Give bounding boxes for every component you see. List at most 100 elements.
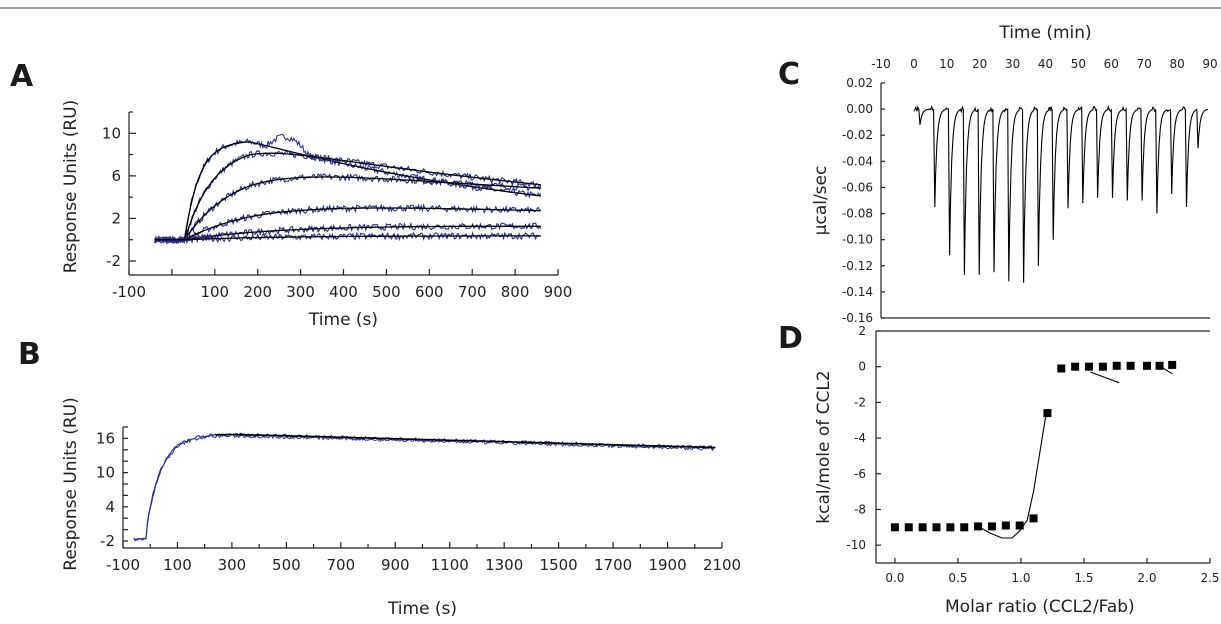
sensorgram-raw-series-2 xyxy=(133,434,716,542)
isotherm-point xyxy=(1029,514,1038,523)
x-tick-label: 1700 xyxy=(594,556,632,574)
sensorgram-fit-series xyxy=(154,225,541,241)
x-tick-label: 1.5 xyxy=(1074,571,1093,585)
y-tick-label: -0.08 xyxy=(842,207,873,221)
x-tick-label: 1100 xyxy=(431,556,469,574)
x-tick-label: 10 xyxy=(939,57,954,71)
x-tick-label: 2.0 xyxy=(1137,571,1156,585)
isotherm-point xyxy=(1126,361,1135,370)
sensorgram-fit-series xyxy=(154,176,541,241)
x-tick-label: 80 xyxy=(1169,57,1184,71)
y-tick-label: 16 xyxy=(96,429,115,447)
sensorgram-fit-series xyxy=(154,235,541,241)
y-axis-title: Response Units (RU) xyxy=(61,397,81,570)
x-tick-label: 700 xyxy=(326,556,355,574)
panel-d: D 0.0 0.5 1.0 1.5 2.0 2.5 2 0 -2 -4 -6 -8 -10 Molar ra… xyxy=(778,321,1220,617)
x-axis-title: Molar ratio (CCL2/Fab) xyxy=(945,597,1135,617)
isotherm-fit-segment xyxy=(1090,371,1120,384)
panel-c: C -10 0 10 20 30 40 50 60 70 80 90 0.02 0.00 -0.02 -0.0… xyxy=(778,23,1218,325)
panel-b: B -100 100 300 500 700 900 1100 1300 1500 1700 1900… xyxy=(18,337,741,619)
panel-label: B xyxy=(18,337,41,372)
x-tick-label: 900 xyxy=(381,556,410,574)
y-tick-label: -2 xyxy=(100,532,115,550)
x-tick-label: -10 xyxy=(871,57,891,71)
sensorgram-fit-series xyxy=(154,207,541,241)
x-tick-label: 30 xyxy=(1005,57,1020,71)
isotherm-point xyxy=(946,523,955,532)
y-tick-label: -0.14 xyxy=(842,285,873,299)
x-tick-label: 300 xyxy=(286,283,315,301)
isotherm-point xyxy=(960,523,969,532)
y-tick-label: -0.06 xyxy=(842,180,873,194)
isotherm-point xyxy=(890,523,899,532)
isotherm-point xyxy=(1112,361,1121,370)
x-tick-label: 1.0 xyxy=(1011,571,1030,585)
x-tick-label: 20 xyxy=(972,57,987,71)
y-tick-label: 4 xyxy=(105,498,115,516)
y-tick-label: -4 xyxy=(854,431,866,445)
isotherm-point xyxy=(1043,409,1052,418)
y-tick-label: -0.12 xyxy=(842,259,873,273)
x-tick-label: 60 xyxy=(1104,57,1119,71)
x-tick-label: 0 xyxy=(910,57,918,71)
sensorgram-fit-series xyxy=(154,152,541,241)
x-tick-label: 90 xyxy=(1202,57,1217,71)
x-tick-label: -100 xyxy=(106,556,140,574)
y-tick-label: -0.10 xyxy=(842,233,873,247)
sensorgram-fit-series xyxy=(154,141,541,241)
sensorgram-raw-series xyxy=(133,432,716,541)
isotherm-point xyxy=(1057,364,1066,373)
panel-a: A -100 100 200 300 400 500 600 700 800 900 -2 2 6 10 Ti… xyxy=(10,59,572,330)
isotherm-point xyxy=(1168,360,1177,369)
isotherm-point xyxy=(1071,362,1080,371)
x-tick-label: 1500 xyxy=(540,556,578,574)
y-tick-label: 6 xyxy=(111,167,121,185)
y-tick-label: 10 xyxy=(96,464,115,482)
x-tick-label: 2.5 xyxy=(1200,571,1219,585)
y-tick-label: -8 xyxy=(854,502,866,516)
panel-label: C xyxy=(778,57,800,92)
x-tick-label: 400 xyxy=(329,283,358,301)
isotherm-point xyxy=(1001,521,1010,530)
x-tick-label: 2100 xyxy=(703,556,741,574)
sensorgram-raw-series xyxy=(154,133,542,245)
isotherm-point xyxy=(918,523,927,532)
thermogram-series xyxy=(913,104,1209,283)
x-tick-label: 900 xyxy=(544,283,573,301)
y-tick-label: -0.02 xyxy=(842,128,873,142)
y-tick-label: 0 xyxy=(858,360,866,374)
y-tick-label: -6 xyxy=(854,467,866,481)
isotherm-point xyxy=(1015,521,1024,530)
x-tick-label: 50 xyxy=(1071,57,1086,71)
y-tick-label: -0.16 xyxy=(842,311,873,325)
x-tick-label: 40 xyxy=(1038,57,1053,71)
x-tick-label: 70 xyxy=(1137,57,1152,71)
x-tick-label: 500 xyxy=(272,556,301,574)
isotherm-point xyxy=(987,522,996,531)
y-tick-label: -10 xyxy=(846,538,866,552)
x-tick-label: 800 xyxy=(501,283,530,301)
isotherm-point xyxy=(1098,362,1107,371)
x-tick-label: 300 xyxy=(218,556,247,574)
x-tick-label: 0.5 xyxy=(948,571,967,585)
x-tick-label: 600 xyxy=(415,283,444,301)
x-tick-label: 500 xyxy=(372,283,401,301)
sensorgram-fit-series xyxy=(215,433,716,449)
y-tick-label: 0.02 xyxy=(846,76,873,90)
panel-label: D xyxy=(778,321,803,356)
isotherm-point xyxy=(1142,361,1151,370)
y-tick-label: -0.04 xyxy=(842,154,873,168)
x-axis-title: Time (s) xyxy=(387,599,457,619)
sensorgram-raw-series xyxy=(154,172,542,244)
x-tick-label: 0.0 xyxy=(885,571,904,585)
y-tick-label: -2 xyxy=(106,252,121,270)
x-tick-label: -100 xyxy=(112,283,146,301)
sensorgram-raw-series xyxy=(154,221,542,245)
y-axis-title: µcal/sec xyxy=(811,166,831,236)
y-tick-label: 2 xyxy=(858,324,866,338)
isotherm-point xyxy=(1155,361,1164,370)
panel-label: A xyxy=(10,59,34,94)
y-axis-title: Response Units (RU) xyxy=(61,100,81,273)
isotherm-fit-line xyxy=(977,413,1047,539)
